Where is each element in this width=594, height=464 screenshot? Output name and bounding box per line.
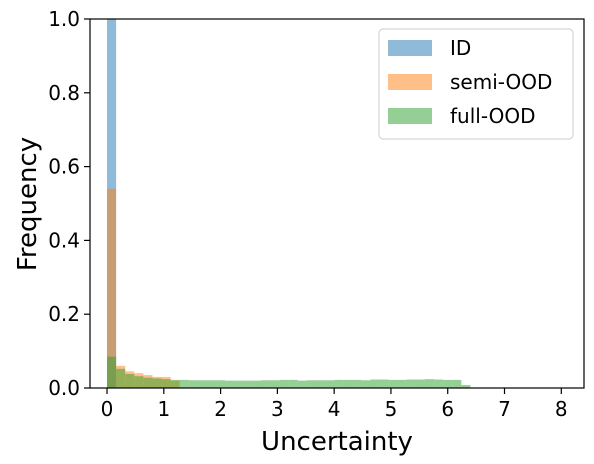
x-tick-label: 5: [385, 397, 398, 421]
bar-full-ood-34: [415, 379, 426, 388]
bar-full-ood-12: [216, 380, 226, 388]
bar-full-ood-3: [134, 376, 144, 388]
bar-full-ood-22: [306, 380, 316, 388]
legend-swatch-full-ood: [388, 108, 432, 124]
x-tick-label: 2: [214, 397, 227, 421]
bar-full-ood-19: [279, 379, 289, 388]
x-tick-label: 3: [271, 397, 284, 421]
y-tick-label: 0.8: [48, 81, 80, 105]
bar-full-ood-36: [434, 379, 444, 388]
y-axis-ticks: 0.0 0.2 0.4 0.6 0.8 1.0: [48, 7, 90, 400]
bar-full-ood-32: [397, 379, 407, 388]
bar-full-ood-38: [452, 379, 462, 388]
bar-full-ood-24: [325, 380, 335, 388]
bar-full-ood-33: [406, 379, 416, 388]
bar-full-ood-27: [352, 379, 362, 388]
bar-semi-ood-0: [107, 188, 117, 388]
bar-full-ood-13: [225, 380, 235, 388]
bar-full-ood-37: [443, 379, 453, 388]
bar-full-ood-0: [107, 356, 117, 388]
bar-full-ood-35: [425, 379, 435, 388]
legend-swatch-id: [388, 40, 432, 56]
bar-full-ood-20: [288, 379, 298, 388]
bar-full-ood-29: [370, 379, 380, 388]
bar-full-ood-14: [234, 380, 244, 388]
bar-full-ood-10: [197, 380, 207, 388]
bar-full-ood-23: [315, 380, 326, 388]
x-tick-label: 6: [441, 397, 454, 421]
bar-full-ood-5: [152, 378, 162, 388]
bar-full-ood-31: [388, 379, 398, 388]
legend: ID semi-OOD full-OOD: [378, 28, 574, 140]
y-tick-label: 0.6: [48, 155, 80, 179]
bar-full-ood-21: [297, 380, 307, 388]
bar-full-ood-30: [379, 379, 389, 388]
x-tick-label: 8: [555, 397, 568, 421]
x-tick-label: 7: [498, 397, 511, 421]
bar-full-ood-1: [116, 368, 126, 388]
bar-full-ood-11: [206, 380, 217, 388]
y-tick-label: 0.4: [48, 228, 80, 252]
plot-frame: [89, 18, 585, 389]
y-axis-label: Frequency: [13, 137, 43, 271]
bar-full-ood-16: [252, 380, 262, 388]
bar-full-ood-7: [170, 379, 180, 388]
bar-full-ood-17: [261, 380, 271, 388]
x-tick-label: 4: [328, 397, 341, 421]
bar-full-ood-28: [361, 380, 371, 388]
bar-full-ood-6: [161, 379, 171, 388]
legend-label-semi-ood: semi-OOD: [450, 70, 552, 94]
bar-full-ood-25: [334, 379, 344, 388]
bar-full-ood-39: [461, 385, 471, 388]
x-tick-label: 0: [101, 397, 114, 421]
x-axis-label: Uncertainty: [261, 427, 413, 457]
bar-full-ood-9: [188, 380, 198, 388]
bars-layer: [107, 19, 471, 388]
legend-label-id: ID: [450, 36, 471, 60]
bar-full-ood-15: [243, 380, 253, 388]
bar-full-ood-2: [125, 373, 135, 388]
bar-full-ood-8: [179, 379, 189, 388]
x-tick-label: 1: [157, 397, 170, 421]
bar-full-ood-4: [143, 377, 153, 388]
legend-label-full-ood: full-OOD: [450, 104, 536, 128]
bar-full-ood-18: [270, 380, 280, 388]
bar-full-ood-26: [343, 379, 353, 388]
y-tick-label: 1.0: [48, 7, 80, 31]
legend-swatch-semi-ood: [388, 74, 432, 90]
x-axis-ticks: 0 1 2 3 4 5 6 7 8: [101, 388, 568, 421]
y-tick-label: 0.0: [48, 376, 80, 400]
y-tick-label: 0.2: [48, 302, 80, 326]
